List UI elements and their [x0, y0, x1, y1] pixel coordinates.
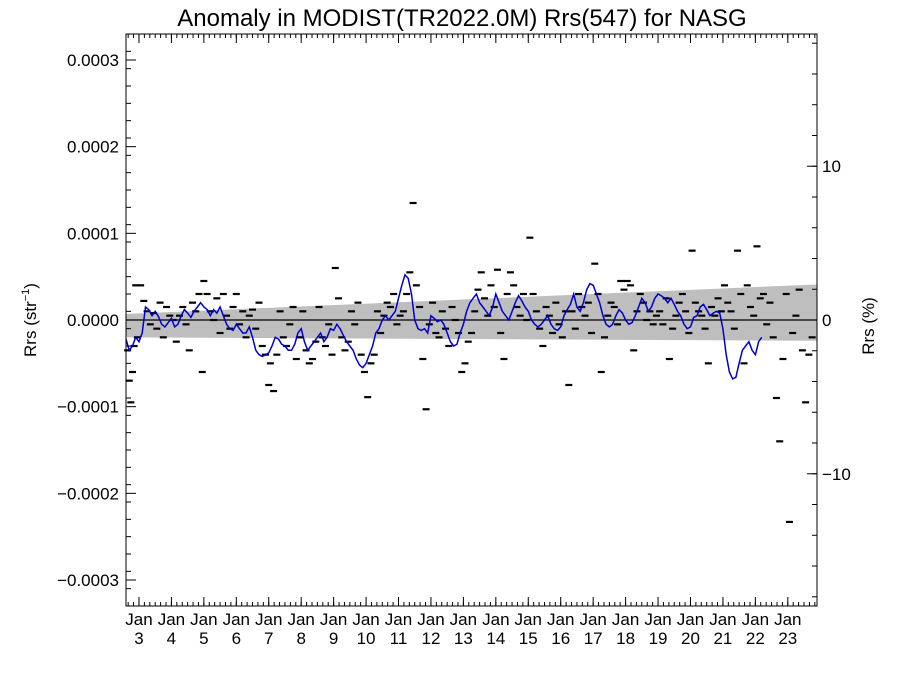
chart-title: Anomaly in MODIST(TR2022.0M) Rrs(547) fo…: [177, 5, 746, 32]
x-tick-month-10: Jan: [450, 610, 477, 629]
x-tick-year-20: 23: [778, 629, 797, 648]
y2-tick-label-0: 10: [822, 157, 841, 176]
y-tick-label-4: −0.0001: [57, 398, 119, 417]
y-tick-label-0: 0.0003: [67, 51, 119, 70]
x-tick-month-20: Jan: [774, 610, 801, 629]
x-tick-month-17: Jan: [677, 610, 704, 629]
x-tick-year-13: 16: [551, 629, 570, 648]
y-tick-label-5: −0.0002: [57, 484, 119, 503]
x-tick-month-3: Jan: [223, 610, 250, 629]
x-tick-year-8: 11: [390, 629, 408, 648]
x-tick-month-12: Jan: [515, 610, 542, 629]
x-tick-year-1: 4: [167, 629, 176, 648]
x-tick-year-3: 6: [232, 629, 241, 648]
x-tick-year-5: 8: [296, 629, 305, 648]
y-axis-label: Rrs (str−1): [20, 283, 40, 357]
y-axis-label-exponent: −1: [20, 289, 32, 302]
x-tick-month-16: Jan: [644, 610, 671, 629]
x-tick-month-15: Jan: [612, 610, 639, 629]
x-tick-month-18: Jan: [709, 610, 736, 629]
x-tick-year-17: 20: [681, 629, 700, 648]
x-tick-month-2: Jan: [190, 610, 217, 629]
x-tick-year-15: 18: [616, 629, 635, 648]
y-axis-label-main: Rrs (str: [21, 301, 40, 357]
y2-axis-label: Rrs (%): [859, 297, 878, 355]
x-tick-year-2: 5: [199, 629, 208, 648]
x-tick-month-5: Jan: [287, 610, 314, 629]
x-tick-year-18: 21: [713, 629, 732, 648]
x-tick-month-9: Jan: [417, 610, 444, 629]
x-tick-year-4: 7: [264, 629, 273, 648]
running-mean-line: [125, 273, 763, 380]
y-tick-label-1: 0.0002: [67, 138, 119, 157]
x-tick-year-7: 10: [357, 629, 376, 648]
x-tick-year-16: 19: [649, 629, 668, 648]
x-tick-year-14: 17: [584, 629, 603, 648]
y-axis-label-close: ): [21, 283, 40, 289]
x-tick-month-0: Jan: [125, 610, 152, 629]
y-tick-label-2: 0.0001: [67, 224, 119, 243]
x-tick-year-19: 22: [746, 629, 765, 648]
x-tick-year-0: 3: [134, 629, 143, 648]
x-tick-month-14: Jan: [579, 610, 606, 629]
x-tick-month-1: Jan: [158, 610, 185, 629]
x-tick-month-8: Jan: [385, 610, 412, 629]
y-tick-label-3: 0.0000: [67, 311, 119, 330]
y2-tick-label-1: 0: [822, 311, 831, 330]
x-tick-month-13: Jan: [547, 610, 574, 629]
x-tick-year-10: 13: [454, 629, 473, 648]
x-tick-year-12: 15: [519, 629, 538, 648]
x-tick-month-4: Jan: [255, 610, 282, 629]
uncertainty-band: [126, 284, 817, 341]
y-tick-label-6: −0.0003: [57, 571, 119, 590]
x-tick-month-6: Jan: [320, 610, 347, 629]
x-tick-month-19: Jan: [742, 610, 769, 629]
x-tick-month-11: Jan: [482, 610, 509, 629]
x-tick-year-6: 9: [329, 629, 338, 648]
y2-tick-label-2: −10: [822, 465, 851, 484]
x-tick-month-7: Jan: [352, 610, 379, 629]
x-tick-year-11: 14: [486, 629, 505, 648]
x-tick-year-9: 12: [421, 629, 440, 648]
